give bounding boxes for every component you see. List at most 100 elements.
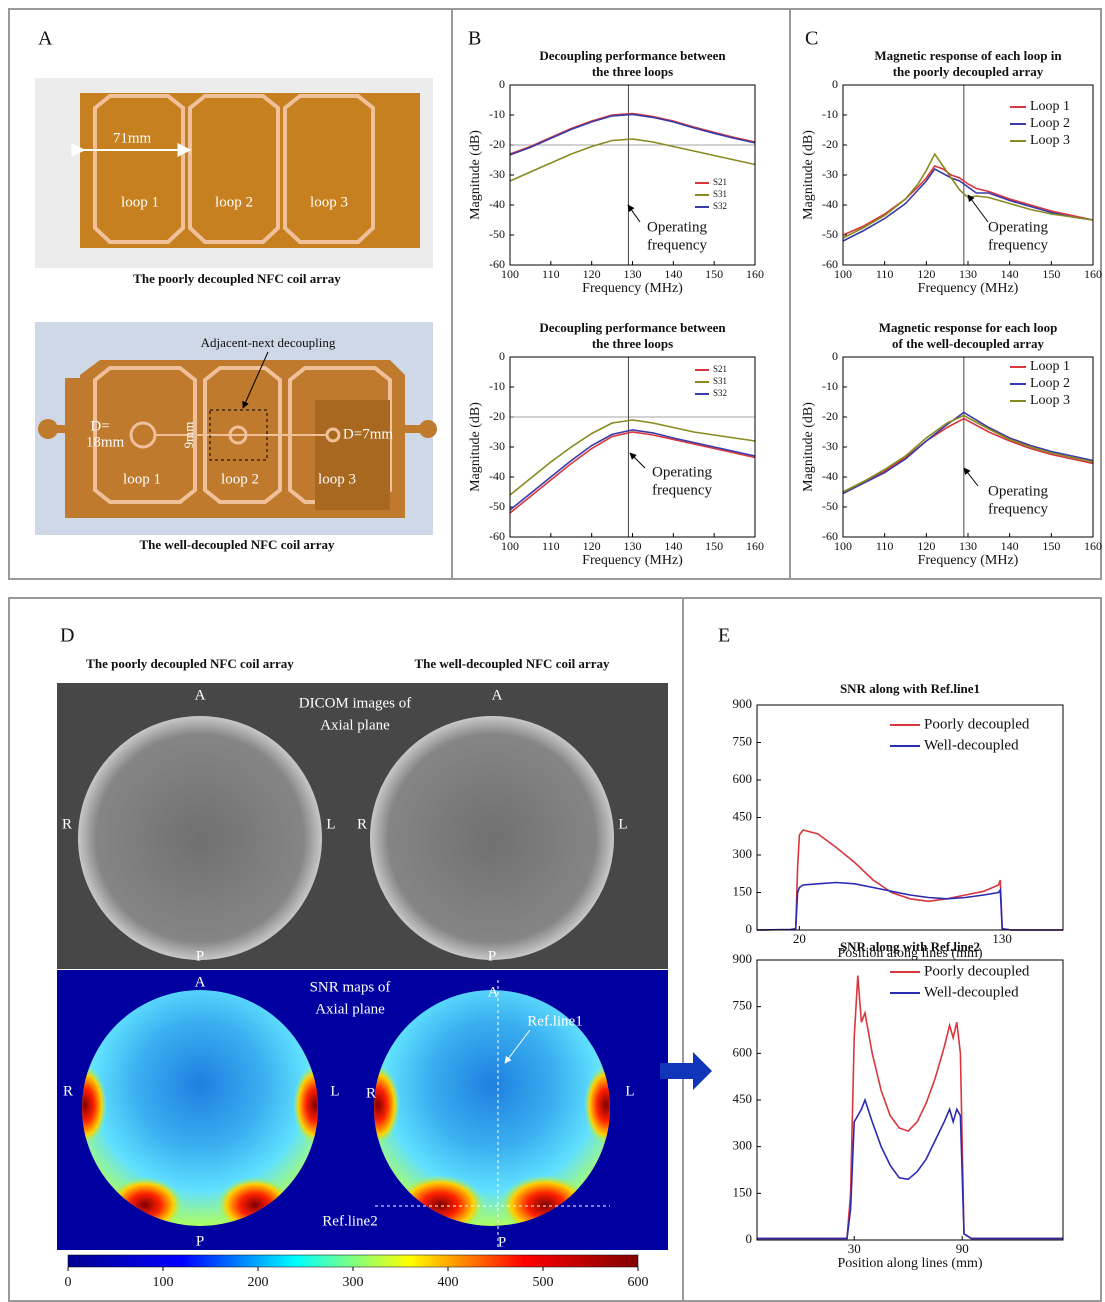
loop-label: loop 2 (215, 194, 253, 210)
legend-label: Well-decoupled (924, 984, 1019, 1000)
legend-label: S31 (713, 376, 727, 386)
legend-label: Loop 3 (1030, 133, 1070, 148)
loop-label: loop 3 (318, 471, 356, 487)
orientation: A (195, 974, 206, 990)
x-tick-label: 160 (1084, 267, 1102, 281)
y-axis-label: Magnitude (dB) (468, 402, 483, 492)
legend-label: Loop 1 (1030, 99, 1070, 114)
x-axis-label: Frequency (MHz) (918, 553, 1019, 568)
panel-label: A (38, 28, 53, 50)
y-tick-label: 900 (733, 696, 753, 711)
y-tick-label: -30 (822, 167, 838, 181)
chart-title: Decoupling performance between (539, 320, 726, 335)
y-tick-label: -20 (822, 137, 838, 151)
orientation: R (62, 816, 72, 832)
orientation: P (498, 1234, 506, 1250)
colorbar-tick-label: 500 (533, 1275, 554, 1290)
y-tick-label: -50 (489, 227, 505, 241)
x-tick-label: 160 (746, 539, 764, 553)
x-axis-label: Frequency (MHz) (582, 553, 683, 568)
image-title: Axial plane (320, 717, 390, 733)
colorbar-tick-label: 100 (153, 1275, 174, 1290)
x-tick-label: 140 (664, 539, 682, 553)
image-title: DICOM images of (299, 695, 412, 711)
annotation: Operating (988, 483, 1048, 499)
orientation: P (196, 948, 204, 964)
panel-label: D (60, 625, 74, 647)
y-tick-label: -40 (822, 197, 838, 211)
y-tick-label: 0 (746, 1231, 753, 1246)
series-line (843, 166, 1093, 235)
dimension: D=7mm (343, 426, 393, 442)
orientation: R (63, 1083, 73, 1099)
loop-label: loop 2 (221, 471, 259, 487)
annotation-arrow (628, 205, 640, 222)
y-tick-label: -30 (489, 439, 505, 453)
legend-label: Loop 1 (1030, 359, 1070, 374)
legend-label: S32 (713, 201, 727, 211)
figure: A B C D E 71mm loop 1 loop 2 loop 3 The … (0, 0, 1105, 1302)
chart-title: the three loops (592, 64, 673, 79)
series-line (757, 883, 1063, 931)
series-line (843, 413, 1093, 494)
colorbar-tick-label: 0 (65, 1275, 72, 1290)
x-tick-label: 150 (1042, 539, 1060, 553)
y-tick-label: 0 (832, 77, 838, 91)
x-tick-label: 160 (1084, 539, 1102, 553)
y-tick-label: -50 (822, 227, 838, 241)
chart-title: Magnetic response of each loop in (874, 48, 1062, 63)
legend-label: S21 (713, 364, 727, 374)
loop-label: loop 3 (310, 194, 348, 210)
y-tick-label: 450 (733, 1091, 753, 1106)
y-axis-label: Magnitude (dB) (801, 402, 816, 492)
legend-label: S31 (713, 189, 727, 199)
orientation: L (625, 1083, 634, 1099)
y-tick-label: -50 (822, 499, 838, 513)
y-tick-label: -10 (822, 107, 838, 121)
orientation: P (196, 1233, 204, 1249)
chart-title: SNR along with Ref.line2 (840, 939, 980, 954)
y-tick-label: 300 (733, 1138, 753, 1153)
annotation-arrow (968, 195, 988, 222)
x-tick-label: 150 (1042, 267, 1060, 281)
y-tick-label: -40 (489, 469, 505, 483)
chart-title: of the well-decoupled array (892, 336, 1045, 351)
x-tick-label: 120 (917, 539, 935, 553)
legend-label: Well-decoupled (924, 737, 1019, 753)
legend-label: Poorly decoupled (924, 716, 1030, 732)
snr-maps: Ref.line1 Ref.line2 SNR maps of Axial pl… (57, 970, 668, 1250)
orientation: A (195, 687, 206, 703)
x-tick-label: 130 (624, 267, 642, 281)
legend-label: Loop 2 (1030, 116, 1070, 131)
series-line (843, 416, 1093, 493)
y-tick-label: -30 (822, 439, 838, 453)
series-line (510, 114, 755, 154)
y-tick-label: 900 (733, 951, 753, 966)
loop-label: loop 1 (123, 471, 161, 487)
x-axis-label: Position along lines (mm) (837, 1256, 982, 1271)
annotation-arrow (964, 468, 978, 486)
dimension: 9mm (181, 422, 196, 449)
x-tick-label: 30 (848, 1241, 861, 1256)
plot-frame (757, 960, 1063, 1240)
y-tick-label: -40 (489, 197, 505, 211)
series-line (757, 976, 1063, 1239)
x-tick-label: 130 (624, 539, 642, 553)
x-tick-label: 110 (542, 267, 560, 281)
chart-title: Magnetic response for each loop (879, 320, 1058, 335)
colorbar-tick-label: 400 (438, 1275, 459, 1290)
x-tick-label: 130 (992, 931, 1012, 946)
legend-label: S32 (713, 388, 727, 398)
series-line (843, 419, 1093, 493)
dicom-images: DICOM images of Axial plane A R L P A R … (57, 683, 668, 969)
annotation: Operating (647, 219, 707, 235)
orientation: L (330, 1083, 339, 1099)
panel-label: E (718, 625, 730, 647)
orientation: L (618, 816, 627, 832)
y-tick-label: -10 (489, 107, 505, 121)
annotation: Operating (988, 219, 1048, 235)
y-tick-label: -20 (489, 137, 505, 151)
annotation: Adjacent-next decoupling (201, 335, 336, 350)
series-line (843, 169, 1093, 241)
y-tick-label: 0 (499, 77, 505, 91)
